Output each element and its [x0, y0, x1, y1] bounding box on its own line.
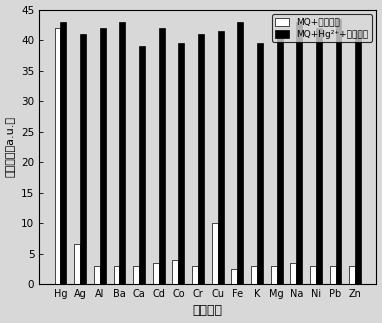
Bar [100, 28, 106, 284]
X-axis label: 金属离子: 金属离子 [193, 305, 223, 318]
Bar [80, 34, 86, 284]
Bar [153, 263, 159, 284]
Bar [251, 266, 257, 284]
Bar [271, 266, 277, 284]
Bar [237, 22, 243, 284]
Bar [212, 223, 218, 284]
Bar [120, 22, 125, 284]
Bar [178, 43, 184, 284]
Bar [94, 266, 100, 284]
Bar [355, 31, 361, 284]
Bar [335, 19, 342, 284]
Y-axis label: 荧光强度（a.u.）: 荧光强度（a.u.） [6, 116, 16, 177]
Bar [231, 269, 237, 284]
Bar [349, 266, 355, 284]
Bar [133, 266, 139, 284]
Bar [277, 31, 283, 284]
Bar [74, 245, 80, 284]
Bar [218, 31, 223, 284]
Bar [159, 28, 165, 284]
Bar [198, 34, 204, 284]
Bar [296, 22, 302, 284]
Bar [257, 43, 263, 284]
Bar [139, 46, 145, 284]
Bar [192, 266, 198, 284]
Bar [172, 260, 178, 284]
Bar [55, 28, 60, 284]
Bar [330, 266, 335, 284]
Bar [316, 28, 322, 284]
Bar [113, 266, 120, 284]
Legend: MQ+全属离子, MQ+Hg²⁺+全属离子: MQ+全属离子, MQ+Hg²⁺+全属离子 [272, 14, 372, 42]
Bar [310, 266, 316, 284]
Bar [60, 22, 66, 284]
Bar [290, 263, 296, 284]
